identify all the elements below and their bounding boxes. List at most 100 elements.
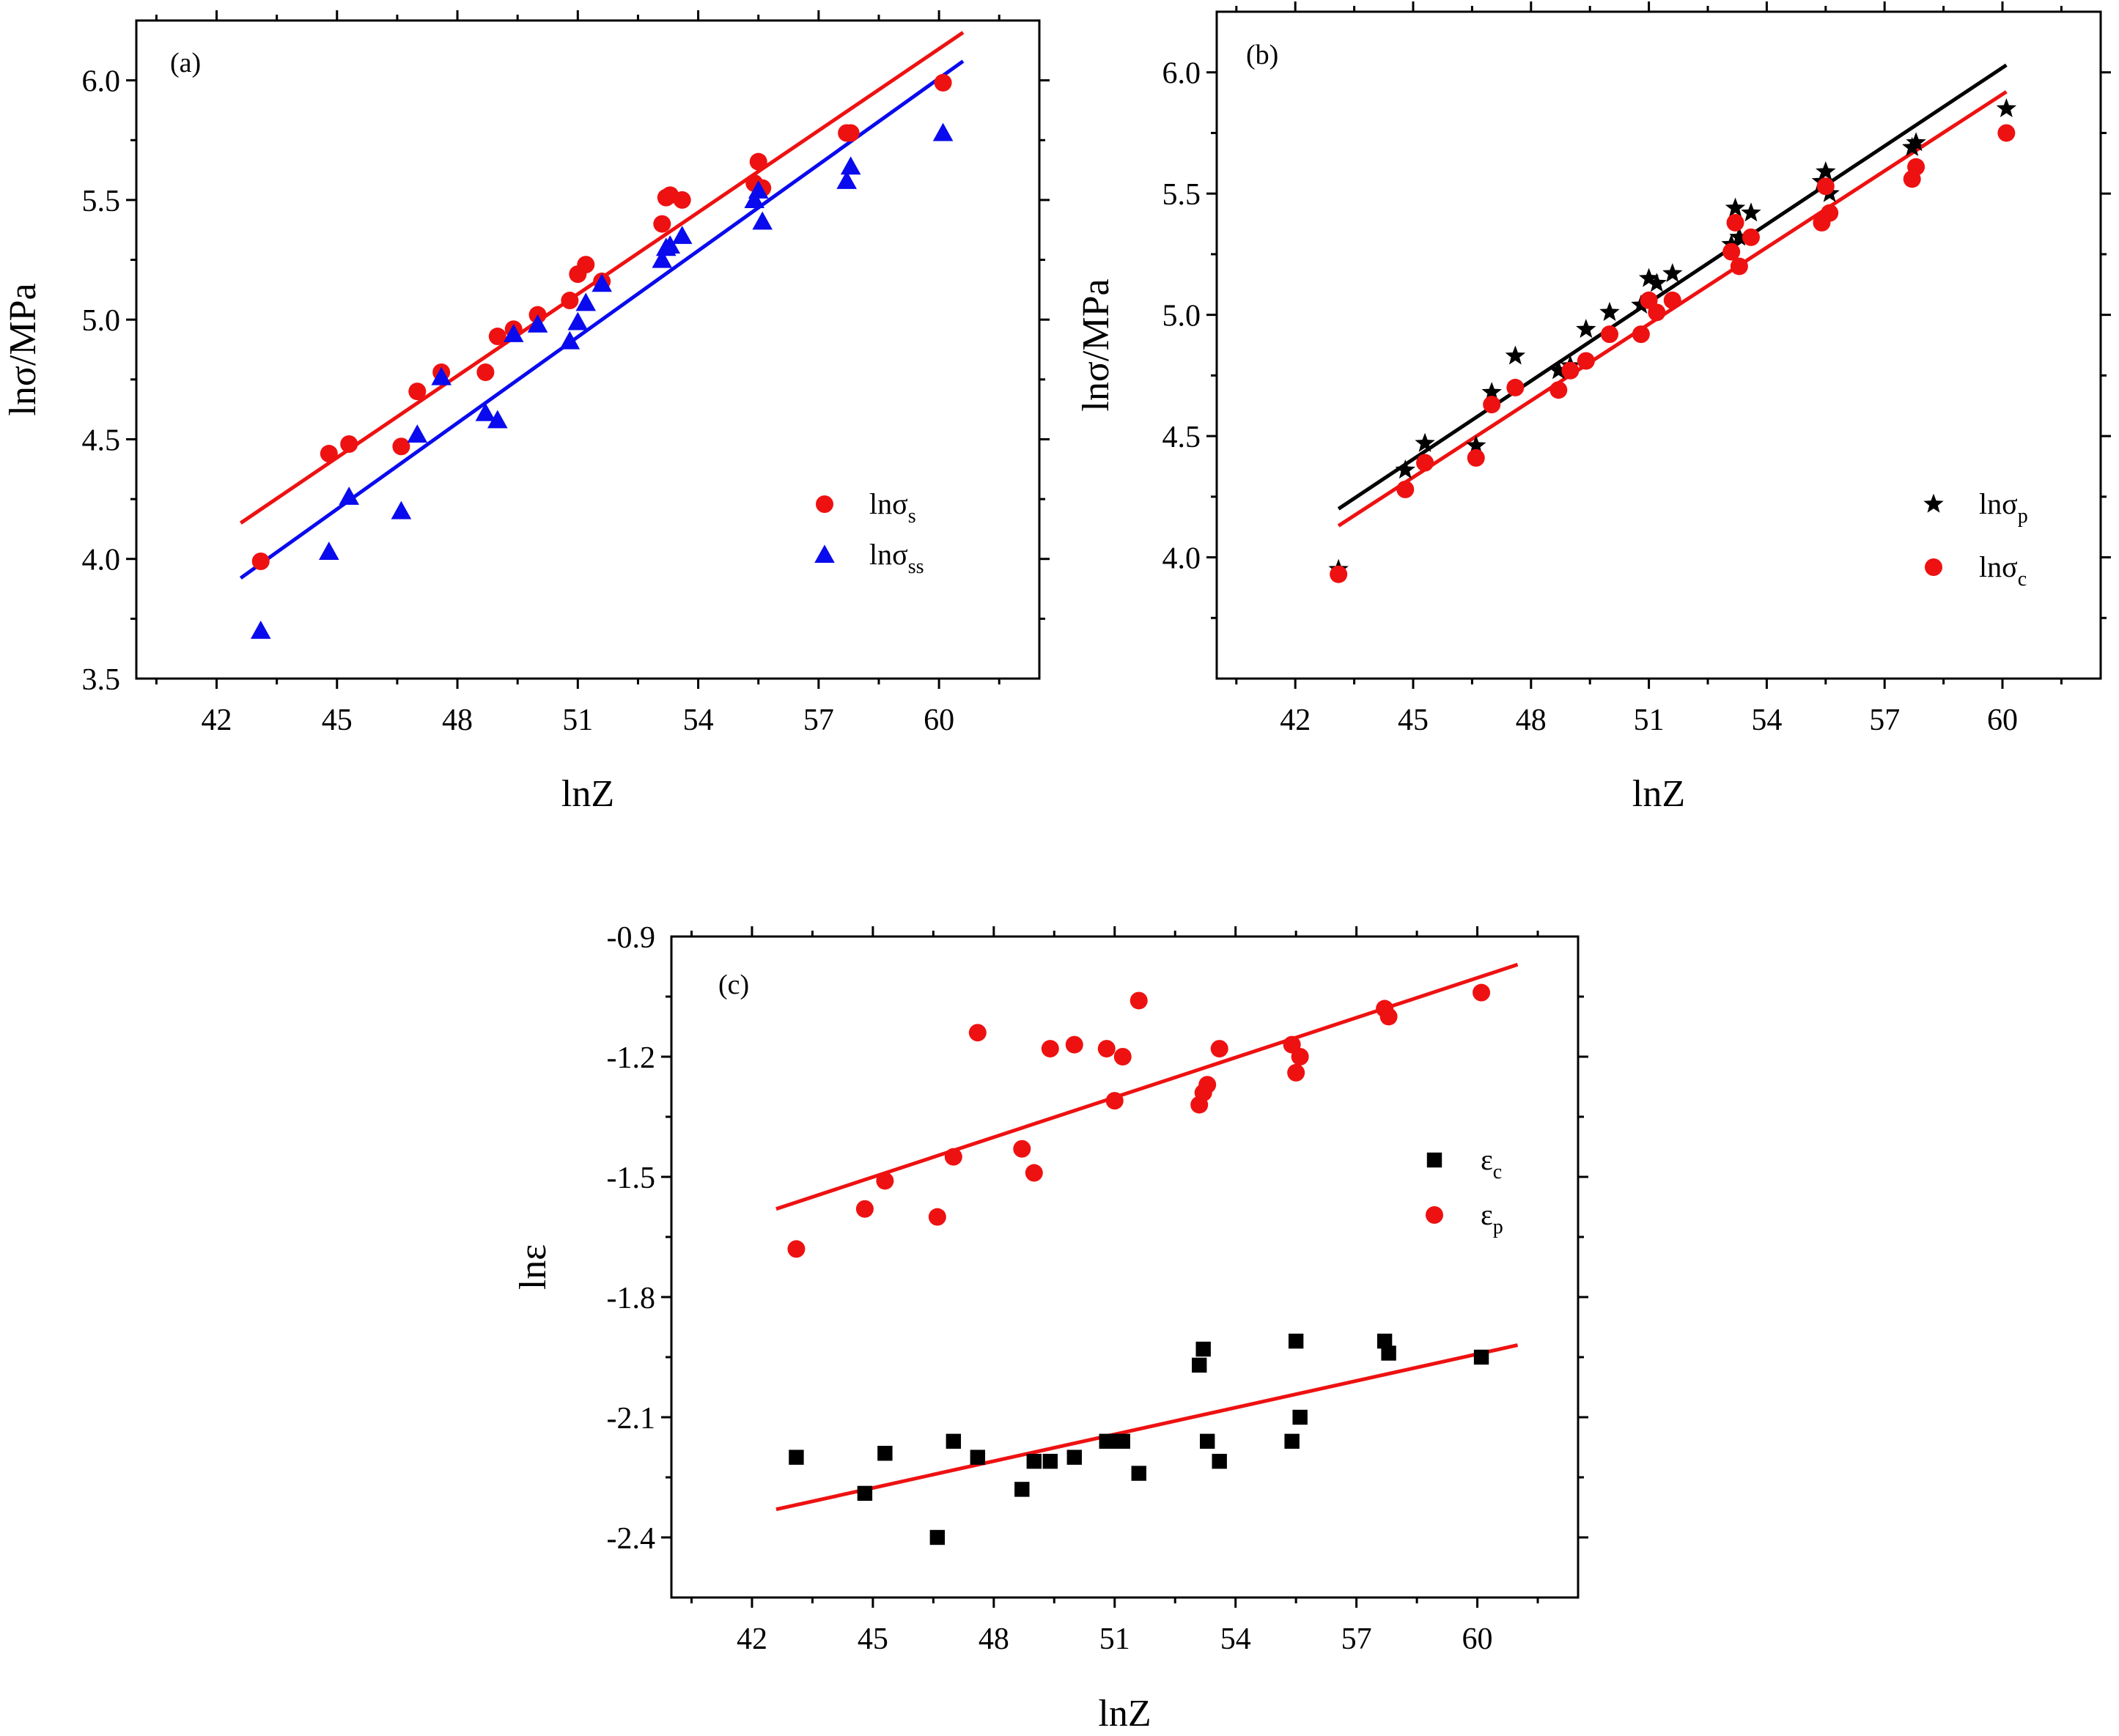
data-point — [1377, 1333, 1393, 1349]
x-tick-label: 42 — [1280, 703, 1311, 737]
legend-marker — [816, 495, 833, 513]
x-tick-label: 57 — [1341, 1622, 1372, 1656]
data-point — [652, 249, 673, 268]
data-point — [840, 156, 861, 175]
data-point — [408, 383, 427, 401]
x-tick-label: 54 — [1220, 1622, 1251, 1656]
y-tick-label: 6.0 — [82, 65, 121, 99]
chart-panel-c: 42 45 48 51 54 57 60 -2.4 -2.1 -1.8 -1.5 -1.2 -0.9 (c… — [512, 921, 1588, 1735]
data-point — [319, 542, 339, 560]
y-axis-label: lnσ/MPa — [1075, 278, 1117, 411]
data-point — [944, 1148, 962, 1166]
data-point — [841, 124, 860, 142]
plot-frame — [135, 19, 1041, 680]
y-tick-label: 4.5 — [82, 424, 121, 457]
data-point — [1041, 1040, 1059, 1058]
data-point — [567, 311, 589, 330]
data-point — [1066, 1449, 1082, 1465]
data-point — [1198, 1076, 1217, 1094]
panel-label: (b) — [1246, 40, 1278, 70]
legend-symbol: ε — [1481, 1143, 1493, 1176]
x-axis-label: lnZ — [1632, 773, 1685, 815]
legend-subscript: p — [2018, 505, 2028, 528]
x-tick-label: 42 — [202, 703, 232, 737]
legend-subscript: p — [1493, 1216, 1503, 1238]
data-point — [577, 256, 595, 274]
data-point — [970, 1449, 986, 1465]
data-point — [1288, 1333, 1304, 1349]
x-tick-label: 60 — [1987, 703, 2018, 737]
data-point — [928, 1208, 946, 1226]
data-point — [1195, 1341, 1211, 1357]
data-point — [1506, 378, 1525, 396]
legend-marker — [1925, 558, 1942, 576]
legend-label: lnσs — [869, 487, 916, 528]
data-point — [1648, 303, 1666, 322]
data-point — [340, 435, 358, 453]
data-point — [1415, 432, 1435, 452]
data-point — [1997, 124, 2016, 142]
data-point — [855, 1200, 874, 1218]
data-point — [250, 620, 271, 639]
data-point — [1742, 228, 1760, 246]
x-tick-label: 60 — [1462, 1622, 1493, 1656]
data-point — [1379, 1008, 1398, 1026]
y-tick-label: 4.0 — [1162, 542, 1201, 576]
x-tick-label: 51 — [562, 703, 593, 737]
legend-symbol: lnσ — [1979, 550, 2018, 583]
y-tick-label: 3.5 — [82, 663, 121, 697]
fit-line — [775, 1343, 1519, 1512]
legend-subscript: s — [908, 505, 916, 528]
data-point — [749, 152, 767, 171]
x-axis-label: lnZ — [1098, 1693, 1151, 1735]
data-point — [1906, 132, 1926, 152]
y-axis-label: lnσ/MPa — [2, 283, 44, 415]
data-point — [1210, 1040, 1228, 1058]
data-point — [1396, 480, 1415, 498]
data-point — [1505, 345, 1526, 365]
data-point — [1725, 197, 1746, 217]
data-point — [320, 445, 338, 463]
x-tick-label: 57 — [803, 703, 834, 737]
x-axis-label: lnZ — [561, 773, 614, 815]
data-point — [1907, 158, 1925, 176]
data-point — [1065, 1035, 1083, 1054]
data-point — [653, 215, 671, 233]
fit-line — [1337, 63, 2008, 511]
data-point — [1381, 1345, 1396, 1361]
x-tick-label: 51 — [1634, 703, 1665, 737]
data-point — [1097, 1040, 1116, 1058]
data-point — [1601, 325, 1618, 344]
data-point — [1287, 1063, 1305, 1082]
data-point — [1548, 360, 1569, 380]
y-tick-label: 6.0 — [1162, 57, 1201, 91]
data-point — [487, 410, 508, 429]
data-point — [946, 1433, 962, 1449]
data-point — [1722, 243, 1741, 261]
legend-symbol: lnσ — [869, 538, 908, 571]
data-point — [673, 191, 691, 209]
legend-symbol: lnσ — [869, 487, 908, 520]
data-point — [1466, 435, 1486, 454]
y-tick-label: 5.0 — [82, 304, 121, 338]
fit-line — [775, 962, 1519, 1211]
x-tick-label: 48 — [1516, 703, 1547, 737]
data-point — [1816, 177, 1835, 196]
data-point — [1663, 291, 1681, 309]
data-point — [1730, 257, 1748, 276]
x-tick-label: 51 — [1099, 1622, 1130, 1656]
data-point — [1483, 396, 1501, 414]
x-tick-label: 54 — [683, 703, 714, 737]
data-point — [1561, 361, 1580, 380]
data-point — [836, 170, 857, 189]
data-point — [1416, 454, 1434, 472]
data-point — [1632, 325, 1650, 344]
data-point — [752, 211, 773, 230]
data-point — [1821, 204, 1839, 222]
y-tick-label: 5.5 — [82, 185, 121, 218]
plot-frame — [1215, 10, 2102, 680]
legend-marker — [1923, 493, 1944, 513]
